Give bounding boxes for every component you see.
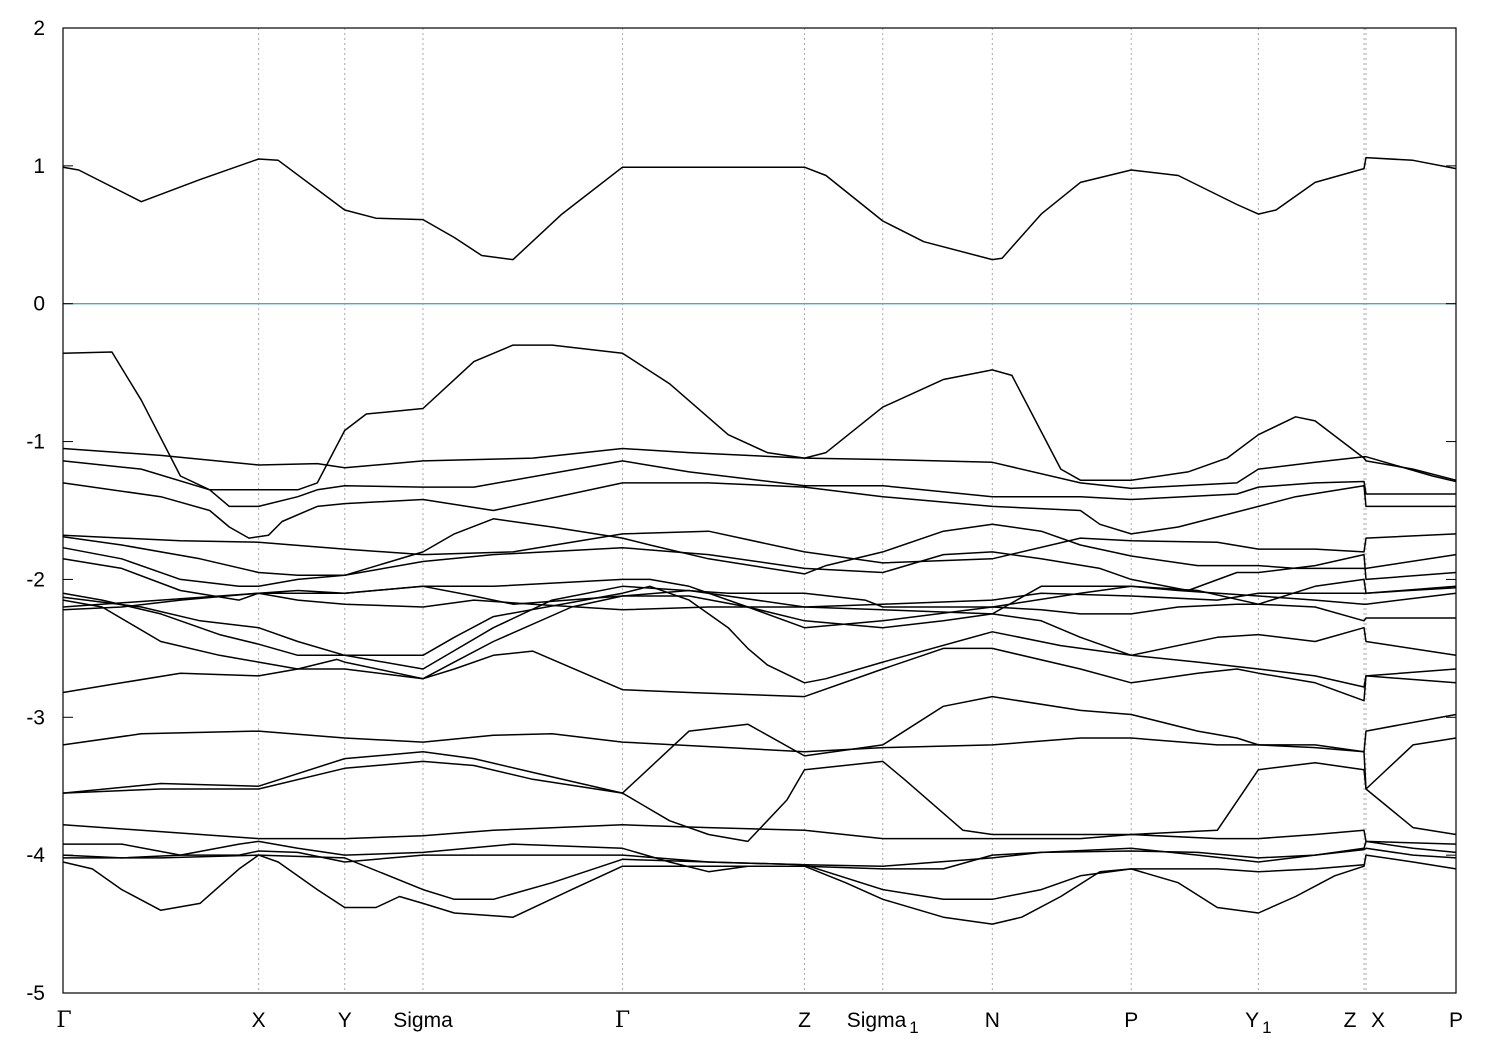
band-line-7: [62, 518, 1457, 577]
y-tick-label: 2: [33, 17, 45, 40]
band-line-13: [62, 578, 1457, 615]
y-tick-label: 1: [33, 155, 45, 178]
x-axis-ticks: Γ X Y Sigma Γ Z Sigma 1 N P Y 1 Z X P: [56, 1008, 1463, 1037]
band-line-8: [62, 546, 1457, 592]
y-axis-ticks: 2 1 0 -1 -2 -3 -4 -5: [26, 17, 1456, 1005]
band-line-14: [62, 595, 1457, 688]
band-line-5: [62, 482, 1456, 539]
band-line-1: [62, 156, 1457, 261]
band-line-15: [62, 647, 1457, 702]
y-tick-label: -1: [26, 431, 45, 454]
x-tick-label: X: [252, 1009, 266, 1032]
y-tick-label: -2: [26, 568, 45, 591]
x-tick-label: Z: [1344, 1009, 1357, 1032]
x-tick-label: P: [1449, 1009, 1463, 1032]
band-line-2: [62, 344, 1457, 491]
band-line-11: [62, 585, 1456, 670]
band-line-17: [62, 695, 1457, 794]
y-tick-label: -3: [26, 706, 45, 729]
x-tick-subscript: 1: [1262, 1018, 1271, 1037]
bands-layer: [62, 156, 1457, 925]
x-tick-label: Γ: [56, 1008, 71, 1033]
x-tick-label: Γ: [615, 1008, 630, 1033]
plot-frame: [62, 27, 1457, 994]
x-tick-label: Sigma 1: [847, 1009, 919, 1037]
band-line-23: [63, 854, 1365, 901]
band-line-18: [62, 760, 1457, 843]
band-line-16: [62, 713, 1457, 753]
band-line-6: [62, 530, 1457, 564]
y-tick-label: 0: [33, 293, 45, 316]
band-line-19: [62, 824, 1457, 845]
x-tick-subscript: 1: [909, 1018, 918, 1037]
y-tick-label: -4: [26, 844, 45, 867]
band-line-22: [62, 854, 1457, 925]
band-line-10: [62, 585, 1457, 684]
x-tick-label: Sigma: [393, 1009, 453, 1032]
x-tick-label: X: [1371, 1009, 1385, 1032]
vertical-grid-lines: [258, 28, 1367, 993]
x-tick-label: Z: [798, 1009, 811, 1032]
band-line-4: [62, 460, 1456, 508]
x-tick-label: P: [1124, 1009, 1138, 1032]
band-line-3: [62, 447, 1457, 490]
band-line-9: [62, 558, 1457, 629]
band-line-12: [62, 585, 1457, 611]
x-tick-label: Y: [338, 1009, 352, 1032]
y-tick-label: -5: [26, 982, 45, 1005]
x-tick-label: N: [985, 1009, 1000, 1032]
